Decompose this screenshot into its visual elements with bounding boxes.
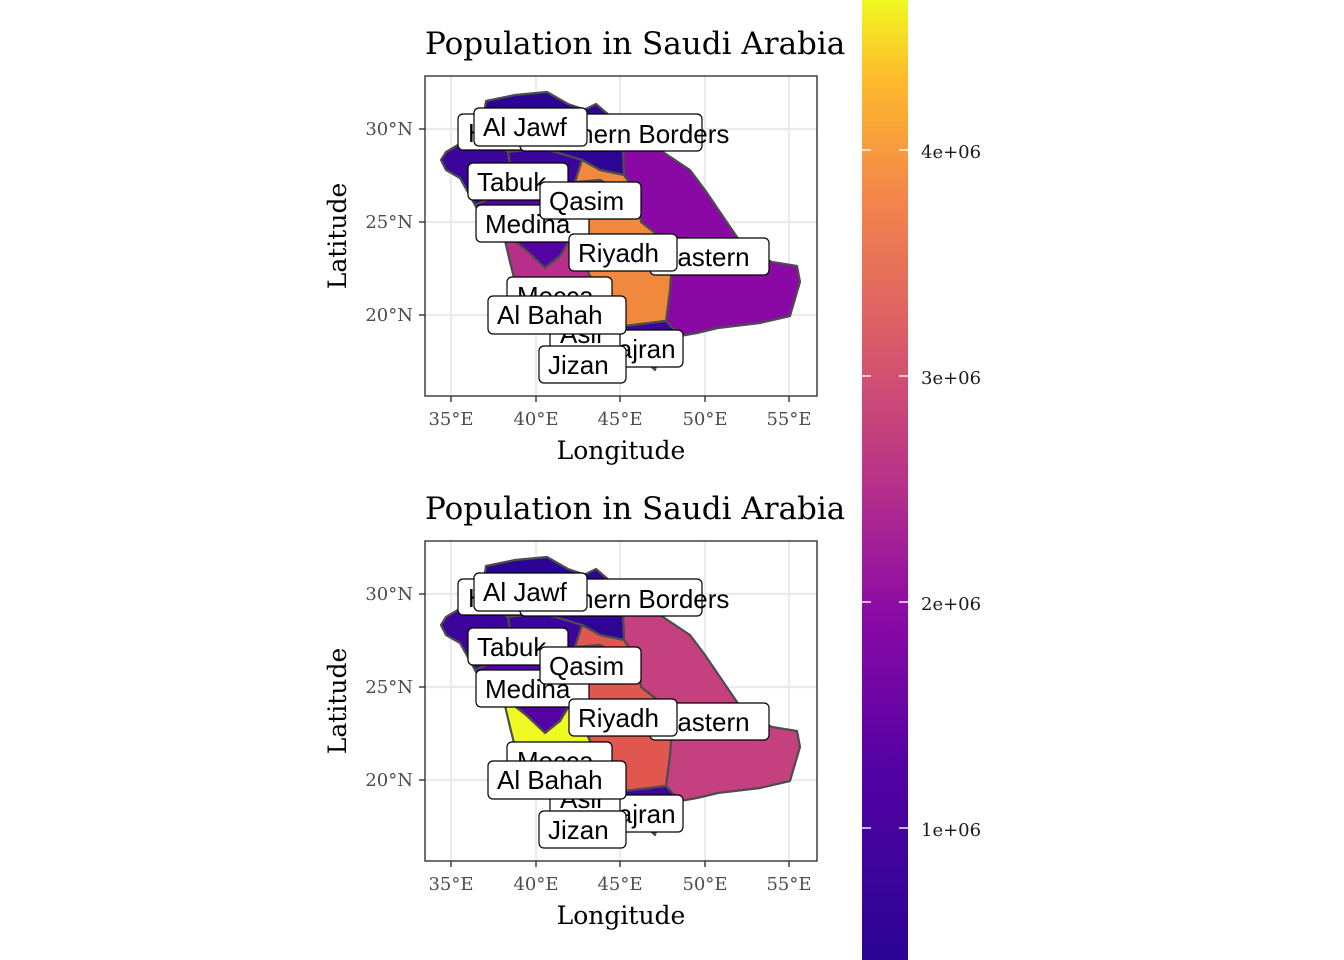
x-tick-label: 55°E: [766, 874, 811, 895]
label-jizan: Jizan: [538, 345, 627, 384]
label-jizan: Jizan: [538, 810, 627, 849]
x-tick-label: 50°E: [682, 874, 727, 895]
label-qasim: Qasim: [539, 646, 642, 685]
label-al-bahah: Al Bahah: [487, 760, 627, 800]
x-tick-label: 40°E: [513, 874, 558, 895]
map-title: Population in Saudi Arabia: [425, 26, 845, 62]
svg-text:Tabuk: Tabuk: [477, 167, 547, 197]
x-tick-label: 50°E: [682, 409, 727, 430]
x-tick-label: 40°E: [513, 409, 558, 430]
label-riyadh: Riyadh: [568, 698, 678, 737]
svg-text:Jizan: Jizan: [548, 350, 609, 380]
legend-tick-label: 2e+06: [921, 594, 981, 615]
legend-tick-label: 4e+06: [921, 142, 981, 163]
x-axis-title: Longitude: [557, 901, 686, 930]
color-legend: 4e+06 3e+06 2e+06 1e+06: [862, 0, 981, 960]
y-tick-label: 30°N: [365, 119, 413, 140]
svg-text:Al Bahah: Al Bahah: [497, 300, 603, 330]
panel-border: [424, 540, 818, 862]
svg-text:Tabuk: Tabuk: [477, 632, 547, 662]
svg-text:Riyadh: Riyadh: [578, 703, 659, 733]
y-axis: 30°N 25°N 20°N Latitude: [323, 584, 425, 791]
colorbar-ticks: [862, 149, 908, 829]
x-tick-label: 55°E: [766, 409, 811, 430]
map-panel-2: Population in Saudi Arabia: [323, 491, 845, 930]
svg-text:Qasim: Qasim: [549, 651, 624, 681]
panel-border: [424, 75, 818, 397]
y-axis-title: Latitude: [323, 183, 352, 290]
svg-text:Riyadh: Riyadh: [578, 238, 659, 268]
svg-text:Al Jawf: Al Jawf: [483, 112, 568, 142]
colorbar: [862, 0, 908, 960]
label-al-jawf: Al Jawf: [473, 107, 588, 147]
svg-text:Jizan: Jizan: [548, 815, 609, 845]
x-tick-label: 45°E: [597, 874, 642, 895]
label-al-bahah: Al Bahah: [487, 295, 627, 335]
x-axis: 35°E 40°E 45°E 50°E 55°E Longitude: [428, 395, 812, 465]
label-al-jawf: Al Jawf: [473, 572, 588, 612]
region-label-layer: Hail Northern Borders Al Jawf Tabuk East…: [457, 107, 770, 384]
y-tick-label: 30°N: [365, 584, 413, 605]
y-tick-label: 25°N: [365, 677, 413, 698]
map-panel-1: Population in Saudi Arabia: [323, 26, 845, 465]
x-tick-label: 35°E: [428, 874, 473, 895]
y-axis: 30°N 25°N 20°N Latitude: [323, 119, 425, 326]
svg-text:Al Jawf: Al Jawf: [483, 577, 568, 607]
x-axis-title: Longitude: [557, 436, 686, 465]
legend-tick-label: 1e+06: [921, 820, 981, 841]
x-tick-label: 35°E: [428, 409, 473, 430]
label-qasim: Qasim: [539, 181, 642, 220]
region-label-layer: Hail Northern Borders Al Jawf Tabuk East…: [457, 572, 770, 849]
label-riyadh: Riyadh: [568, 233, 678, 272]
label-eastern: Eastern: [649, 702, 770, 741]
map-title: Population in Saudi Arabia: [425, 491, 845, 527]
y-axis-title: Latitude: [323, 648, 352, 755]
y-tick-label: 20°N: [365, 770, 413, 791]
legend-tick-label: 3e+06: [921, 368, 981, 389]
svg-text:Al Bahah: Al Bahah: [497, 765, 603, 795]
y-tick-label: 20°N: [365, 305, 413, 326]
svg-text:Qasim: Qasim: [549, 186, 624, 216]
y-tick-label: 25°N: [365, 212, 413, 233]
x-axis: 35°E 40°E 45°E 50°E 55°E Longitude: [428, 860, 812, 930]
x-tick-label: 45°E: [597, 409, 642, 430]
